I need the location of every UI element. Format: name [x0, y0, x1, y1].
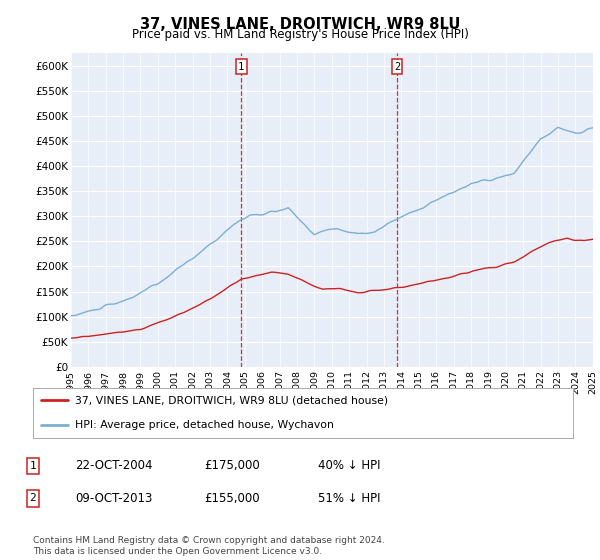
Text: £175,000: £175,000	[204, 459, 260, 473]
Text: 2: 2	[394, 62, 400, 72]
Text: 09-OCT-2013: 09-OCT-2013	[75, 492, 152, 505]
Text: 51% ↓ HPI: 51% ↓ HPI	[318, 492, 380, 505]
Text: 1: 1	[238, 62, 244, 72]
Text: 1: 1	[29, 461, 37, 471]
Text: Contains HM Land Registry data © Crown copyright and database right 2024.
This d: Contains HM Land Registry data © Crown c…	[33, 536, 385, 556]
Text: 37, VINES LANE, DROITWICH, WR9 8LU: 37, VINES LANE, DROITWICH, WR9 8LU	[140, 17, 460, 32]
Text: HPI: Average price, detached house, Wychavon: HPI: Average price, detached house, Wych…	[75, 421, 334, 430]
Text: £155,000: £155,000	[204, 492, 260, 505]
Text: Price paid vs. HM Land Registry's House Price Index (HPI): Price paid vs. HM Land Registry's House …	[131, 28, 469, 41]
Text: 40% ↓ HPI: 40% ↓ HPI	[318, 459, 380, 473]
Text: 22-OCT-2004: 22-OCT-2004	[75, 459, 152, 473]
Text: 37, VINES LANE, DROITWICH, WR9 8LU (detached house): 37, VINES LANE, DROITWICH, WR9 8LU (deta…	[75, 395, 388, 405]
Text: 2: 2	[29, 493, 37, 503]
